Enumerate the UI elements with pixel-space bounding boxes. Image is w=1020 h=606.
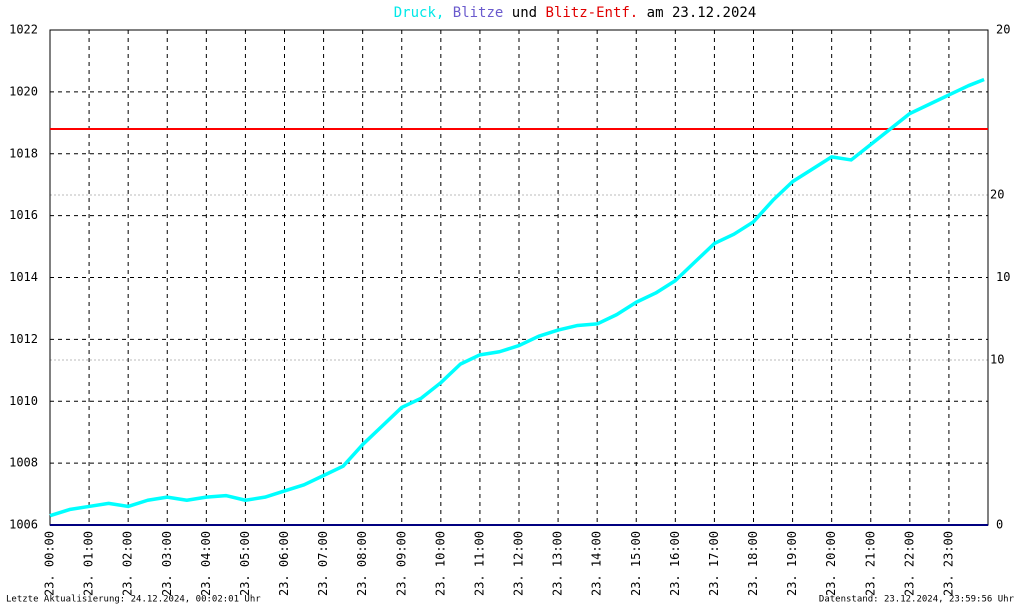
- title-date: am 23.12.2024: [647, 5, 757, 21]
- y3-tick-label: 10: [990, 353, 1004, 367]
- x-tick-label: 23. 16:00: [668, 531, 682, 596]
- x-tick-label: 23. 19:00: [785, 531, 799, 596]
- x-tick-label: 23. 22:00: [902, 531, 916, 596]
- x-tick-label: 23. 12:00: [512, 531, 526, 596]
- x-tick-label: 23. 06:00: [277, 531, 291, 596]
- x-tick-label: 23. 01:00: [82, 531, 96, 596]
- x-tick-label: 23. 15:00: [629, 531, 643, 596]
- x-tick-label: 23. 00:00: [43, 531, 57, 596]
- x-tick-label: 23. 07:00: [316, 531, 330, 596]
- x-tick-label: 23. 05:00: [238, 531, 252, 596]
- footer-left: Letzte Aktualisierung: 24.12.2024, 00:02…: [6, 595, 261, 605]
- x-tick-label: 23. 02:00: [121, 531, 135, 596]
- y-tick-label: 1020: [9, 84, 38, 98]
- y-tick-label: 1008: [9, 456, 38, 470]
- x-tick-label: 23. 17:00: [707, 531, 721, 596]
- title-series-1: Blitze: [453, 5, 504, 21]
- x-tick-label: 23. 21:00: [863, 531, 877, 596]
- x-tick-label: 23. 14:00: [590, 531, 604, 596]
- x-tick-label: 23. 20:00: [824, 531, 838, 596]
- y2-tick-label: 0: [996, 518, 1003, 532]
- x-tick-label: 23. 04:00: [199, 531, 213, 596]
- y-tick-label: 1012: [9, 332, 38, 346]
- y3-tick-label: 20: [990, 188, 1004, 202]
- series-line: [49, 77, 985, 518]
- title-comma: ,: [436, 5, 444, 21]
- title-series-0: Druck: [394, 5, 437, 21]
- y-tick-label: 1006: [9, 518, 38, 532]
- x-tick-label: 23. 09:00: [394, 531, 408, 596]
- x-tick-label: 23. 11:00: [472, 531, 486, 596]
- y2-tick-label: 20: [996, 23, 1010, 37]
- y2-tick-label: 10: [996, 270, 1010, 284]
- title-series-2: Blitz-Entf.: [546, 5, 639, 21]
- footer-right: Datenstand: 23.12.2024, 23:59:56 Uhr: [819, 595, 1015, 605]
- x-tick-label: 23. 10:00: [433, 531, 447, 596]
- x-tick-label: 23. 08:00: [355, 531, 369, 596]
- x-tick-label: 23. 23:00: [941, 531, 955, 596]
- y-tick-label: 1022: [9, 23, 38, 37]
- x-tick-label: 23. 18:00: [746, 531, 760, 596]
- y-tick-label: 1018: [9, 146, 38, 160]
- y-tick-label: 1014: [9, 270, 38, 284]
- y-tick-label: 1016: [9, 208, 38, 222]
- y-tick-label: 1010: [9, 394, 38, 408]
- chart-title: Druck, Blitze und Blitz-Entf. am 23.12.2…: [394, 5, 757, 21]
- x-tick-label: 23. 13:00: [551, 531, 565, 596]
- title-and: und: [512, 5, 537, 21]
- x-tick-label: 23. 03:00: [160, 531, 174, 596]
